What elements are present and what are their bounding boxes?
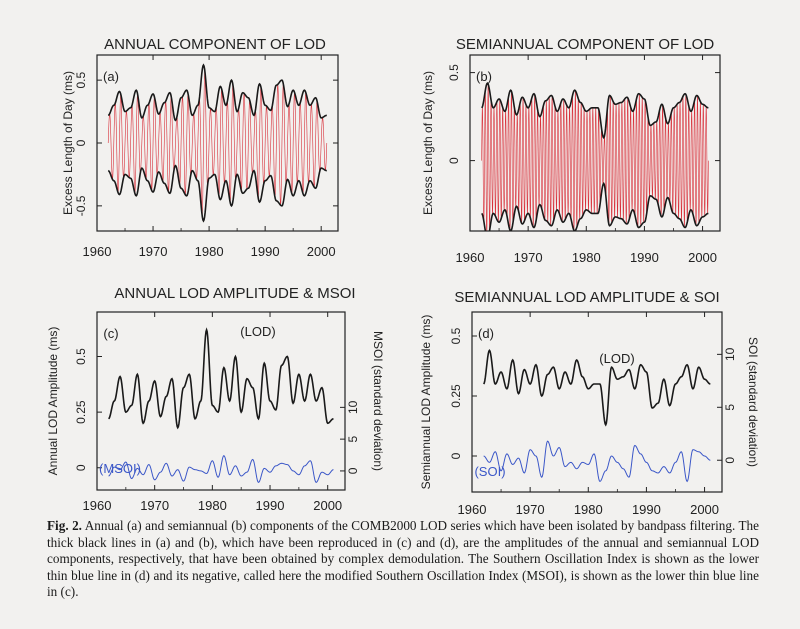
series-line-index	[108, 455, 334, 483]
y-axis-label: Excess Length of Day (ms)	[61, 71, 75, 215]
plot-frame	[469, 54, 721, 232]
y-tick-label: 0	[447, 157, 461, 164]
x-tick-label: 2000	[313, 498, 342, 513]
x-tick-label: 1960	[83, 498, 112, 513]
series-line-envelope-upper	[481, 82, 709, 140]
x-tick-label: 1990	[251, 244, 280, 259]
series-label-index: (SOI)	[474, 464, 505, 479]
series-label-lod: (LOD)	[240, 324, 275, 339]
caption-text: Annual (a) and semiannual (b) components…	[47, 518, 759, 600]
series-line-index	[483, 440, 711, 483]
y2-axis-label: MSOI (standard deviation)	[371, 331, 385, 471]
y2-axis-label: SOI (standard deviation)	[746, 337, 760, 467]
y-tick-label: 0.5	[74, 348, 88, 365]
series-label-lod: (LOD)	[599, 351, 634, 366]
x-tick-label: 1980	[198, 498, 227, 513]
plot-frame	[96, 311, 346, 491]
x-tick-label: 1990	[632, 502, 661, 517]
x-tick-label: 1990	[256, 498, 285, 513]
plot-frame	[471, 311, 723, 493]
y2-tick-label: 10	[346, 400, 360, 414]
panel-label: (c)	[103, 326, 118, 341]
y-tick-label: 0.25	[74, 400, 88, 424]
panel-label: (b)	[476, 69, 492, 84]
chart-title: ANNUAL LOD AMPLITUDE & MSOI	[114, 285, 355, 302]
x-tick-label: 1970	[514, 250, 543, 265]
y-tick-label: 0.25	[449, 384, 463, 408]
x-tick-label: 1980	[195, 244, 224, 259]
x-tick-label: 1960	[458, 502, 487, 517]
series-line-envelope-lower	[107, 164, 327, 223]
y-tick-label: 0	[449, 452, 463, 459]
x-tick-label: 1980	[574, 502, 603, 517]
x-tick-label: 1970	[140, 498, 169, 513]
y-tick-label: -0.5	[74, 195, 88, 216]
y2-tick-label: 10	[723, 347, 737, 361]
y-tick-label: 0.5	[449, 327, 463, 344]
x-tick-label: 2000	[688, 250, 717, 265]
x-tick-label: 1960	[456, 250, 485, 265]
panel-label: (d)	[478, 326, 494, 341]
x-tick-label: 1960	[83, 244, 112, 259]
series-line-envelope-upper	[107, 63, 327, 122]
y2-tick-label: 0	[346, 467, 360, 474]
y-axis-label: Excess Length of Day (ms)	[421, 71, 435, 215]
y2-tick-label: 5	[346, 435, 360, 442]
y-tick-label: 0	[74, 464, 88, 471]
y2-tick-label: 5	[723, 404, 737, 411]
series-line-envelope-lower	[481, 182, 709, 231]
panel-label: (a)	[103, 69, 119, 84]
chart-title: ANNUAL COMPONENT OF LOD	[104, 36, 326, 53]
x-tick-label: 1970	[516, 502, 545, 517]
x-tick-label: 2000	[307, 244, 336, 259]
series-line-amplitude	[108, 327, 334, 430]
x-tick-label: 1980	[572, 250, 601, 265]
chart-title: SEMIANNUAL COMPONENT OF LOD	[456, 36, 715, 53]
chart-title: SEMIANNUAL LOD AMPLITUDE & SOI	[454, 289, 719, 306]
x-tick-label: 1990	[630, 250, 659, 265]
x-tick-label: 1970	[139, 244, 168, 259]
y-tick-label: 0.5	[447, 64, 461, 81]
figure-caption: Fig. 2. Annual (a) and semiannual (b) co…	[47, 518, 759, 601]
y-tick-label: 0	[74, 139, 88, 146]
series-line-component	[481, 84, 709, 231]
series-line-component	[107, 71, 328, 216]
series-line-amplitude	[482, 349, 711, 427]
y-axis-label: Annual LOD Amplitude (ms)	[46, 327, 60, 476]
y-tick-label: 0.5	[74, 71, 88, 88]
series-label-index: (MSOI)	[99, 461, 141, 476]
y2-tick-label: 0	[723, 457, 737, 464]
y-axis-label: Semiannual LOD Amplitude (ms)	[419, 315, 433, 490]
x-tick-label: 2000	[690, 502, 719, 517]
caption-label: Fig. 2.	[47, 518, 82, 533]
